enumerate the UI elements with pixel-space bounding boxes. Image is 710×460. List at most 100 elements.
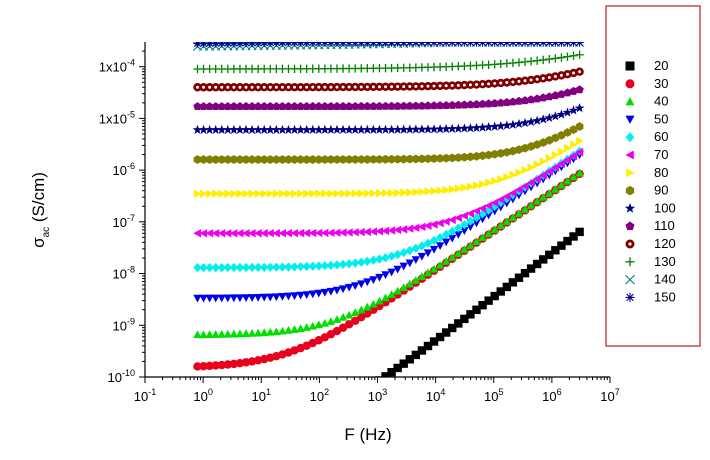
data-point bbox=[423, 341, 433, 351]
data-point bbox=[308, 290, 317, 299]
data-point bbox=[314, 261, 323, 271]
data-point bbox=[454, 319, 463, 328]
data-point bbox=[405, 259, 414, 268]
marker-dot bbox=[232, 85, 236, 89]
data-point bbox=[241, 262, 251, 273]
data-point bbox=[211, 262, 220, 273]
data-point bbox=[223, 229, 232, 238]
data-point bbox=[363, 155, 372, 164]
data-point bbox=[484, 205, 493, 215]
data-point bbox=[369, 380, 377, 388]
data-point bbox=[557, 159, 565, 168]
data-point bbox=[314, 228, 323, 238]
data-point bbox=[429, 264, 439, 273]
data-point bbox=[483, 122, 494, 132]
marker-dot bbox=[359, 85, 363, 89]
data-point bbox=[369, 227, 377, 236]
data-point bbox=[193, 262, 202, 273]
data-point bbox=[368, 124, 379, 134]
data-point bbox=[447, 123, 458, 133]
data-point bbox=[302, 323, 311, 331]
data-point bbox=[333, 189, 342, 198]
data-point bbox=[520, 205, 530, 213]
data-point bbox=[569, 232, 578, 241]
legend-entry-50: 50 bbox=[625, 111, 668, 126]
data-point bbox=[496, 287, 505, 296]
marker-dot bbox=[329, 85, 333, 89]
data-point bbox=[466, 152, 475, 162]
data-point bbox=[551, 42, 560, 47]
y-tick-label: 1x10-4 bbox=[99, 58, 135, 75]
legend-entry-100: 100 bbox=[624, 200, 676, 215]
data-point bbox=[290, 262, 299, 272]
data-point bbox=[295, 124, 306, 134]
data-point bbox=[271, 124, 282, 134]
data-point bbox=[375, 188, 384, 198]
data-point bbox=[551, 133, 560, 143]
data-point bbox=[393, 249, 402, 260]
data-point bbox=[496, 221, 505, 229]
data-point bbox=[320, 261, 330, 271]
data-point bbox=[387, 368, 396, 377]
data-point bbox=[472, 181, 481, 190]
marker-dot bbox=[274, 85, 278, 89]
data-point bbox=[551, 246, 560, 255]
data-point bbox=[254, 189, 263, 198]
marker-dot bbox=[426, 84, 430, 88]
data-point bbox=[302, 102, 311, 111]
data-point bbox=[423, 238, 433, 248]
data-point bbox=[283, 124, 294, 134]
data-point bbox=[569, 172, 578, 181]
data-point bbox=[315, 409, 323, 417]
data-point bbox=[520, 268, 530, 278]
data-point bbox=[223, 155, 232, 164]
data-point bbox=[351, 155, 360, 164]
data-point bbox=[405, 355, 414, 364]
data-point bbox=[508, 188, 517, 198]
data-point bbox=[217, 42, 226, 48]
data-point bbox=[229, 359, 239, 369]
data-point bbox=[491, 176, 499, 186]
data-point bbox=[284, 189, 293, 198]
data-point bbox=[442, 153, 450, 163]
data-point bbox=[465, 123, 476, 133]
data-point bbox=[441, 238, 451, 247]
data-point bbox=[375, 42, 384, 47]
data-point bbox=[193, 42, 202, 48]
data-point bbox=[544, 112, 555, 123]
data-point bbox=[296, 42, 305, 47]
data-point bbox=[296, 228, 305, 238]
data-point bbox=[326, 42, 336, 47]
data-point bbox=[532, 259, 542, 269]
data-point bbox=[205, 229, 214, 238]
data-point bbox=[247, 294, 257, 302]
data-point bbox=[508, 195, 518, 204]
legend-label: 100 bbox=[654, 200, 676, 215]
data-point bbox=[502, 42, 512, 47]
data-point bbox=[314, 42, 323, 47]
data-point bbox=[217, 294, 226, 303]
data-point bbox=[332, 42, 342, 47]
data-point bbox=[205, 102, 214, 111]
data-point bbox=[297, 189, 305, 198]
data-point bbox=[357, 155, 366, 164]
data-point bbox=[417, 346, 427, 355]
x-axis-title: F (Hz) bbox=[344, 425, 391, 444]
legend-entry-80: 80 bbox=[626, 165, 668, 180]
marker-dot bbox=[578, 70, 582, 74]
data-point bbox=[235, 229, 244, 238]
marker-dot bbox=[353, 85, 357, 89]
x-tick-label: 102 bbox=[310, 387, 329, 404]
data-point bbox=[441, 256, 451, 265]
data-point bbox=[448, 100, 457, 109]
data-point bbox=[235, 42, 245, 48]
data-point bbox=[472, 237, 481, 245]
marker-dot bbox=[384, 85, 387, 89]
data-point bbox=[223, 124, 233, 134]
data-point bbox=[357, 189, 366, 198]
data-point bbox=[326, 102, 336, 110]
data-point bbox=[575, 85, 584, 94]
data-point bbox=[563, 143, 572, 153]
data-point bbox=[448, 185, 457, 194]
data-point bbox=[411, 101, 421, 110]
